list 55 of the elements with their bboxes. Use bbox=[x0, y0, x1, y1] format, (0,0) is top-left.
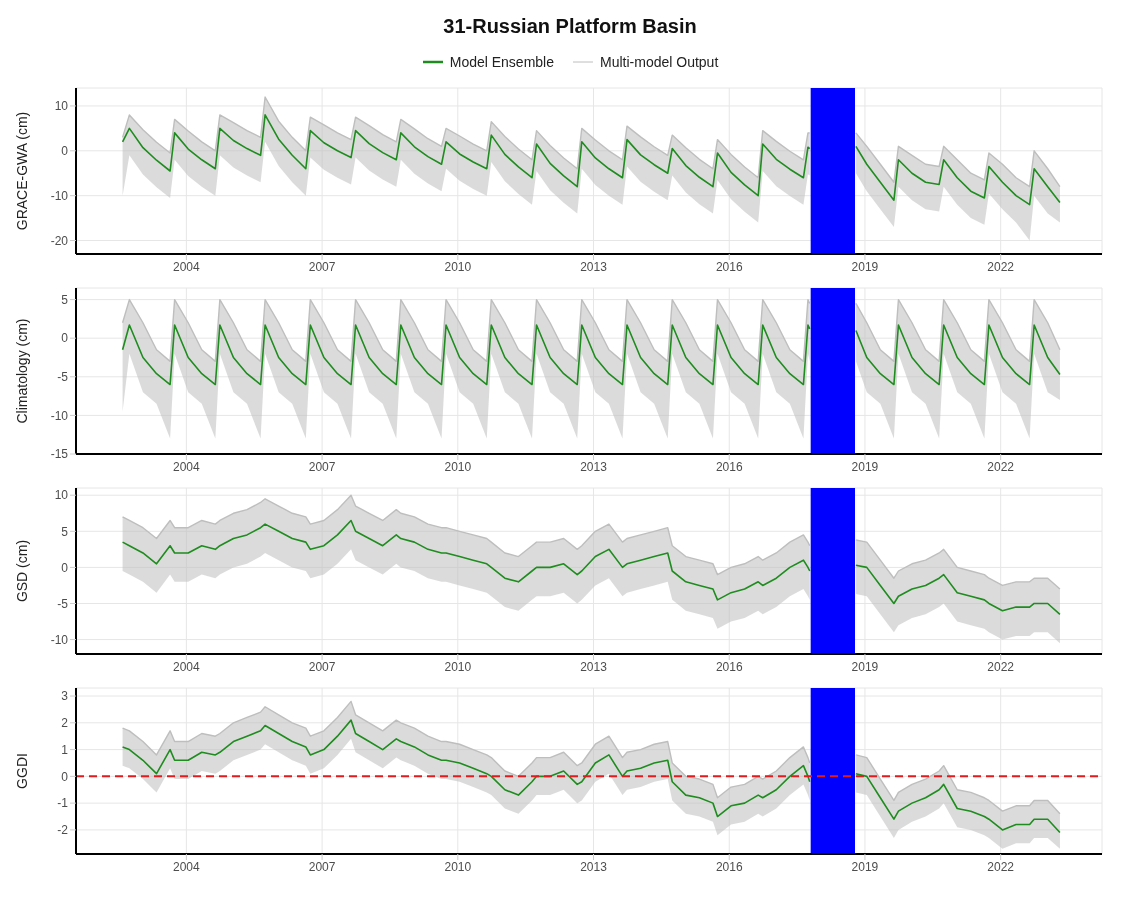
x-tick-label: 2004 bbox=[173, 859, 201, 874]
y-tick-label: -5 bbox=[57, 370, 69, 385]
x-tick-label: 2004 bbox=[173, 459, 201, 474]
x-tick-label: 2016 bbox=[715, 859, 743, 874]
y-tick-label: 10 bbox=[54, 488, 69, 503]
y-tick-label: -2 bbox=[57, 823, 69, 838]
y-tick-label: -1 bbox=[57, 796, 69, 811]
x-tick-label: 2016 bbox=[715, 259, 743, 274]
y-tick-label: 1 bbox=[61, 742, 69, 757]
y-tick-label: -10 bbox=[50, 188, 69, 203]
y-tick-label: -15 bbox=[50, 447, 69, 462]
x-tick-label: 2013 bbox=[580, 859, 608, 874]
y-tick-label: 5 bbox=[61, 292, 69, 307]
x-tick-label: 2010 bbox=[444, 659, 472, 674]
y-tick-label: -5 bbox=[57, 596, 69, 611]
x-tick-label: 2007 bbox=[308, 659, 336, 674]
x-tick-label: 2013 bbox=[580, 259, 608, 274]
x-tick-label: 2013 bbox=[580, 459, 608, 474]
x-tick-label: 2007 bbox=[308, 459, 336, 474]
x-tick-label: 2010 bbox=[444, 459, 472, 474]
x-tick-label: 2004 bbox=[173, 659, 201, 674]
x-tick-label: 2019 bbox=[851, 459, 879, 474]
x-tick-label: 2016 bbox=[715, 459, 743, 474]
y-tick-label: 10 bbox=[54, 99, 69, 114]
chart-title: 31-Russian Platform Basin bbox=[442, 14, 698, 39]
x-tick-label: 2013 bbox=[580, 659, 608, 674]
y-axis-title: GGDI bbox=[13, 753, 30, 789]
legend-label: Multi-model Output bbox=[600, 54, 719, 70]
y-tick-label: 0 bbox=[61, 331, 69, 346]
y-tick-label: 0 bbox=[61, 769, 69, 784]
y-tick-label: 3 bbox=[61, 689, 69, 704]
y-tick-label: -10 bbox=[50, 632, 69, 647]
y-tick-label: 5 bbox=[61, 524, 69, 539]
x-tick-label: 2010 bbox=[444, 859, 472, 874]
x-tick-label: 2007 bbox=[308, 259, 336, 274]
y-tick-label: 2 bbox=[61, 716, 69, 731]
y-axis-title: GSD (cm) bbox=[13, 539, 30, 603]
x-tick-label: 2019 bbox=[851, 659, 879, 674]
x-tick-label: 2022 bbox=[987, 859, 1015, 874]
x-tick-label: 2004 bbox=[173, 259, 201, 274]
x-tick-label: 2022 bbox=[987, 659, 1015, 674]
x-tick-label: 2010 bbox=[444, 259, 472, 274]
x-tick-label: 2019 bbox=[851, 859, 879, 874]
x-tick-label: 2007 bbox=[308, 859, 336, 874]
x-tick-label: 2022 bbox=[987, 459, 1015, 474]
y-tick-label: 0 bbox=[61, 560, 69, 575]
y-axis-title: GRACE-GWA (cm) bbox=[13, 111, 30, 231]
y-axis-title: Climatology (cm) bbox=[13, 318, 30, 424]
y-tick-label: -10 bbox=[50, 408, 69, 423]
x-tick-label: 2022 bbox=[987, 259, 1015, 274]
x-tick-label: 2019 bbox=[851, 259, 879, 274]
y-tick-label: -20 bbox=[50, 233, 69, 248]
x-tick-label: 2016 bbox=[715, 659, 743, 674]
legend-label: Model Ensemble bbox=[449, 54, 554, 70]
y-tick-label: 0 bbox=[61, 144, 69, 159]
